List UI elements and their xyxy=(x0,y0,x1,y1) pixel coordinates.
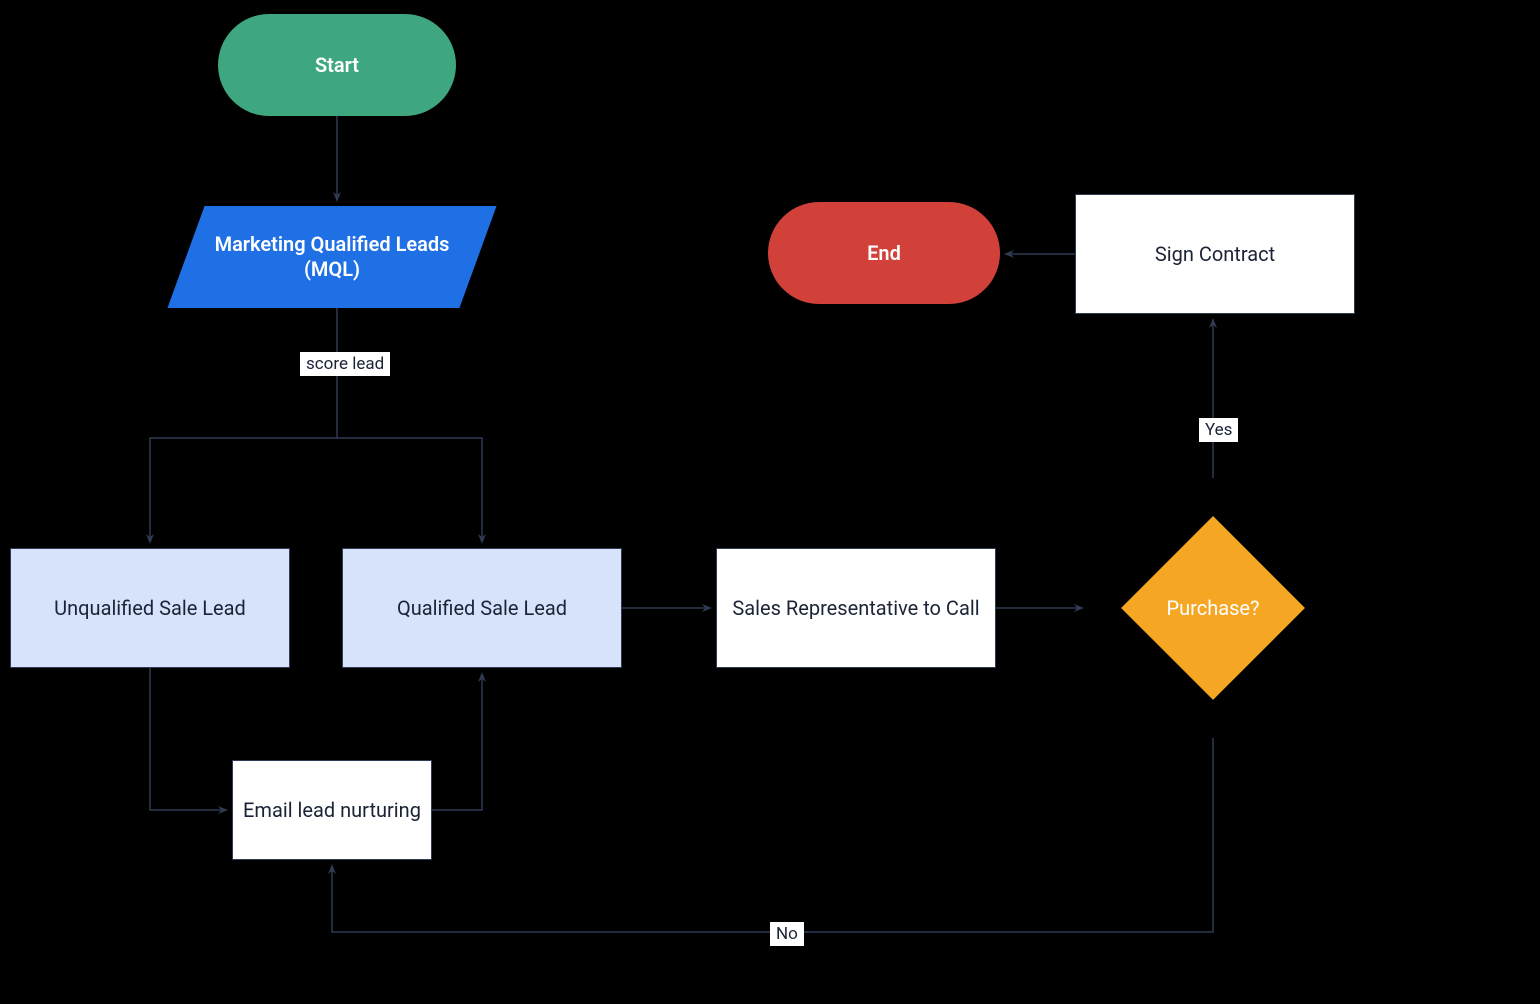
start-label: Start xyxy=(315,53,359,78)
sales-call-label: Sales Representative to Call xyxy=(732,596,979,621)
edge-mql_split_left xyxy=(150,308,337,542)
flowchart-canvas: Start Marketing Qualified Leads (MQL) Un… xyxy=(0,0,1540,1004)
edge-mql_split_right xyxy=(337,438,482,542)
edge-unqualified_to_email xyxy=(150,668,226,810)
end-terminator: End xyxy=(768,202,1000,304)
mql-label: Marketing Qualified Leads (MQL) xyxy=(196,232,468,282)
email-nurturing-process: Email lead nurturing xyxy=(232,760,432,860)
edge-layer xyxy=(0,0,1540,1004)
email-nurturing-label: Email lead nurturing xyxy=(243,798,421,823)
purchase-label: Purchase? xyxy=(1166,596,1259,620)
purchase-decision-label-wrap: Purchase? xyxy=(1148,543,1278,673)
edge-label-yes: Yes xyxy=(1199,418,1238,442)
qualified-lead-process: Qualified Sale Lead xyxy=(342,548,622,668)
sales-call-process: Sales Representative to Call xyxy=(716,548,996,668)
edge-label-score-lead: score lead xyxy=(300,352,390,376)
mql-data-node: Marketing Qualified Leads (MQL) xyxy=(167,206,496,308)
sign-contract-label: Sign Contract xyxy=(1155,242,1275,267)
purchase-decision: Purchase? xyxy=(1148,543,1278,673)
edge-purchase_no xyxy=(332,738,1213,932)
end-label: End xyxy=(867,241,901,266)
unqualified-lead-process: Unqualified Sale Lead xyxy=(10,548,290,668)
edge-email_to_qualified xyxy=(432,674,482,810)
start-terminator: Start xyxy=(218,14,456,116)
sign-contract-process: Sign Contract xyxy=(1075,194,1355,314)
edge-label-no: No xyxy=(770,922,804,946)
qualified-label: Qualified Sale Lead xyxy=(397,596,567,621)
unqualified-label: Unqualified Sale Lead xyxy=(54,596,246,621)
